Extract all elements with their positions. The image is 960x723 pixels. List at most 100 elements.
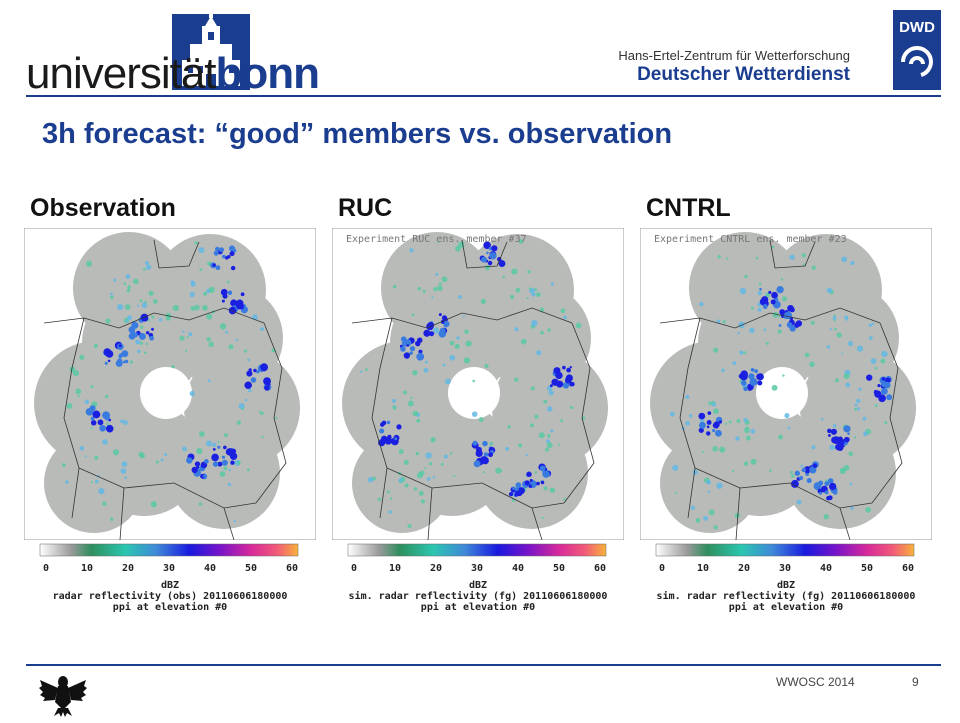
echo-light <box>160 458 164 462</box>
echo-light <box>102 501 107 507</box>
echo-light <box>771 384 778 391</box>
echo-light <box>120 468 127 474</box>
colorbar-tick-label: 40 <box>512 563 524 574</box>
echo-light <box>127 285 131 289</box>
echo-light <box>531 292 536 297</box>
echo-light <box>127 315 133 321</box>
echo-light <box>745 426 749 430</box>
echo-intense <box>706 431 711 436</box>
echo-light <box>505 446 510 451</box>
echo-light <box>789 254 795 260</box>
echo-light <box>145 342 149 346</box>
echo-intense <box>569 365 572 369</box>
echo-light <box>772 311 779 318</box>
echo-light <box>483 471 486 474</box>
echo-light <box>570 405 574 410</box>
colorbar: 0 10 20 30 40 50 60 <box>39 543 299 574</box>
echo-light <box>398 448 404 454</box>
echo-light <box>736 419 741 423</box>
echo-intense <box>105 424 114 433</box>
echo-light <box>810 320 815 325</box>
echo-light <box>208 341 214 348</box>
echo-light <box>435 272 439 276</box>
echo-light <box>223 466 228 471</box>
echo-light <box>771 245 775 249</box>
echo-light <box>692 469 698 475</box>
echo-intense <box>885 377 891 384</box>
echo-light <box>199 268 203 272</box>
echo-intense <box>194 461 201 467</box>
echo-light <box>858 387 862 392</box>
echo-light <box>528 287 532 290</box>
echo-intense <box>230 460 235 465</box>
echo-light <box>420 499 425 504</box>
echo-intense <box>549 384 553 388</box>
radar-coverage <box>34 232 300 533</box>
colorbar-tick-label: 20 <box>738 563 750 574</box>
echo-light <box>534 288 538 292</box>
echo-intense <box>877 384 881 388</box>
echo-intense <box>475 449 483 458</box>
echo-light <box>826 287 833 294</box>
echo-light <box>563 497 566 501</box>
echo-light <box>261 435 264 438</box>
echo-light <box>94 455 99 460</box>
echo-light <box>527 270 531 274</box>
echo-intense <box>866 374 873 381</box>
echo-intense <box>264 385 270 391</box>
echo-intense <box>754 369 758 374</box>
echo-light <box>708 401 713 406</box>
echo-light <box>372 476 376 481</box>
echo-light <box>248 388 252 393</box>
echo-light <box>672 464 679 471</box>
echo-intense <box>749 377 758 386</box>
echo-intense <box>212 263 216 267</box>
echo-light <box>431 296 434 299</box>
echo-intense <box>416 352 425 361</box>
echo-light <box>721 368 725 373</box>
echo-light <box>455 245 461 252</box>
echo-light <box>471 411 478 417</box>
echo-light <box>832 424 837 428</box>
echo-light <box>143 351 147 355</box>
echo-light <box>360 370 363 373</box>
echo-intense <box>566 367 571 373</box>
echo-light <box>780 278 784 281</box>
echo-light <box>829 327 832 331</box>
echo-intense <box>555 371 563 380</box>
echo-light <box>198 502 203 506</box>
echo-light <box>139 299 143 303</box>
echo-light <box>98 488 105 495</box>
colorbar-unit: dBZ <box>776 580 796 591</box>
colorbar-tick-label: 20 <box>430 563 442 574</box>
echo-light <box>402 390 407 395</box>
echo-light <box>731 469 735 473</box>
echo-light <box>117 303 124 311</box>
echo-intense <box>250 377 257 383</box>
colorbar-tick-label: 30 <box>779 563 791 574</box>
echo-intense <box>221 455 226 459</box>
echo-light <box>782 374 785 377</box>
echo-light <box>135 339 141 345</box>
echo-light <box>708 509 715 516</box>
echo-light <box>389 497 393 500</box>
echo-light <box>367 477 374 483</box>
echo-intense <box>227 290 233 295</box>
echo-intense <box>818 480 824 486</box>
echo-light <box>416 472 423 479</box>
echo-intense <box>824 490 829 495</box>
echo-intense <box>830 428 837 435</box>
echo-light <box>716 319 721 324</box>
echo-intense <box>217 445 221 449</box>
echo-light <box>206 337 211 342</box>
echo-intense <box>838 436 843 441</box>
colorbar-tick-label: 50 <box>861 563 873 574</box>
radar-map <box>24 228 316 540</box>
echo-light <box>189 291 195 298</box>
echo-intense <box>222 254 226 259</box>
echo-light <box>198 431 205 437</box>
radar-coverage <box>650 232 916 533</box>
echo-intense <box>741 380 747 386</box>
country-border <box>386 467 565 509</box>
echo-light <box>398 478 403 483</box>
